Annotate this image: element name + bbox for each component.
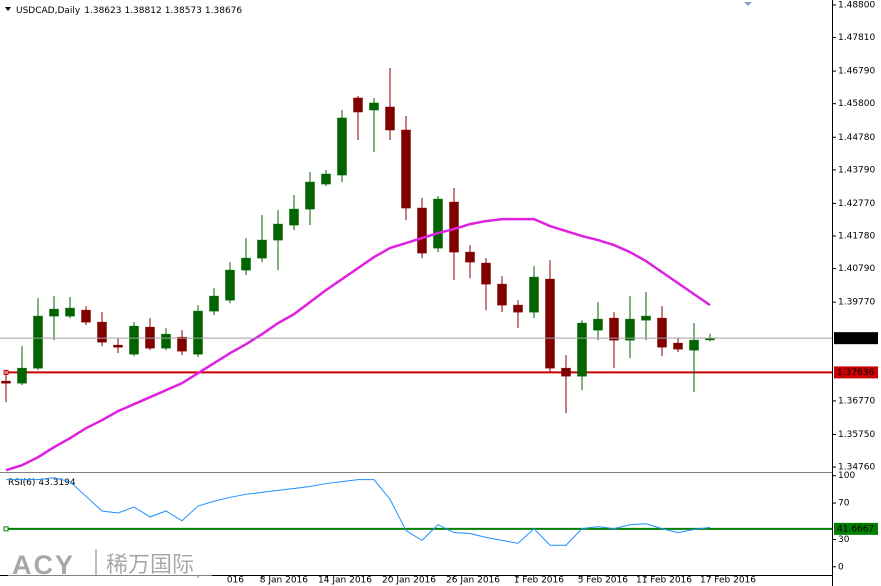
candle-body [65,307,75,317]
candle-body [465,251,475,263]
level-label: 1.37636 [837,368,874,378]
x-tick-label: 5 Feb 2016 [578,576,629,586]
y-tick-label: 1.42770 [838,199,875,209]
candle-body [257,239,267,259]
y-tick-label: 1.36770 [838,396,875,406]
candle-body [193,310,203,355]
chart-header: USDCAD,Daily 1.38623 1.38812 1.38573 1.38676 [16,6,242,16]
candle-body [321,173,331,185]
header-open: 1.38623 [84,6,121,16]
y-tick-label: 1.46790 [838,67,875,77]
watermark: ACY 稀万国际 [8,545,212,580]
level-handle [3,526,9,532]
candle-body [113,344,123,348]
x-tick-label: 26 Jan 2016 [446,576,500,586]
candle-body [241,257,251,271]
rsi-current: 43.3194 [38,478,75,488]
candle-body [209,295,219,312]
candle-body [305,181,315,210]
candle-body [577,322,587,377]
x-tick-label: 14 Jan 2016 [318,576,372,586]
candle-body [625,318,635,341]
candle-body [225,269,235,301]
y-tick-label: 1.39770 [838,298,875,308]
level-box [834,366,878,379]
candle-body [289,208,299,226]
price-box [834,332,878,345]
candle-body [657,317,667,348]
chart-title: USDCAD,Daily [16,6,81,16]
y-tick-label: 1.35750 [838,430,875,440]
level-label: 41.6667 [837,524,874,534]
candle-body [33,315,43,369]
y-tick-label: 30 [838,535,850,545]
candle-body [689,339,699,351]
rsi-header: RSI(6) 43.3194 [8,478,76,488]
y-tick-label: 1.45800 [838,99,875,109]
header-close: 1.38676 [205,6,242,16]
candle-body [497,283,507,306]
candle-body [385,106,395,131]
watermark-bg [8,545,212,579]
y-tick-label: 0 [838,562,844,572]
candle-body [49,308,59,317]
candle-body [433,198,443,249]
x-tick-label: 20 Jan 2016 [382,576,436,586]
watermark-brand: ACY [12,550,75,580]
candle-body [545,278,555,369]
candle-body [529,276,539,313]
candle-body [97,321,107,343]
candle-body [273,223,283,241]
header-low: 1.38573 [165,6,202,16]
candle-body [513,304,523,313]
moving-average [5,217,711,472]
candle-body [673,342,683,350]
x-tick-label: 17 Feb 2016 [700,576,756,586]
candle-body [481,262,491,285]
candle-body [145,326,155,349]
y-tick-label: 1.41780 [838,232,875,242]
candle-body [369,102,379,111]
candle-body [417,207,427,254]
candle-body [401,129,411,209]
rsi-title: RSI(6) [8,478,35,488]
y-tick-label: 100 [838,471,855,481]
y-tick-label: 1.48800 [838,0,875,10]
y-tick-label: 70 [838,499,850,509]
x-tick-label: 8 Jan 2016 [260,576,308,586]
candle-body [593,318,603,331]
y-tick-label: 1.44780 [838,133,875,143]
candle-body [1,380,11,384]
x-tick-label: 11 Feb 2016 [636,576,692,586]
rsi-line [6,477,711,546]
candle-body [161,333,171,349]
level-box [834,522,878,535]
candle-body [337,117,347,176]
menu-arrow [5,7,11,11]
candle-body [177,336,187,352]
candle-body [609,317,619,341]
x-tick-label: 016 [227,576,244,586]
candle-body [353,97,363,113]
y-tick-label: 1.34760 [838,463,875,473]
shift-marker [744,2,752,6]
candle-body [129,325,139,355]
y-tick-label: 1.40790 [838,264,875,274]
y-tick-label: 1.43790 [838,165,875,175]
header-high: 1.38812 [124,6,161,16]
watermark-name: 稀万国际 [106,552,194,577]
candle-body [81,309,91,323]
candle-body [641,315,651,321]
price-label: 1.38676 [837,334,874,344]
candle-body [17,367,27,384]
y-tick-label: 1.47810 [838,33,875,43]
x-tick-label: 1 Feb 2016 [514,576,565,586]
candle-body [561,367,571,377]
